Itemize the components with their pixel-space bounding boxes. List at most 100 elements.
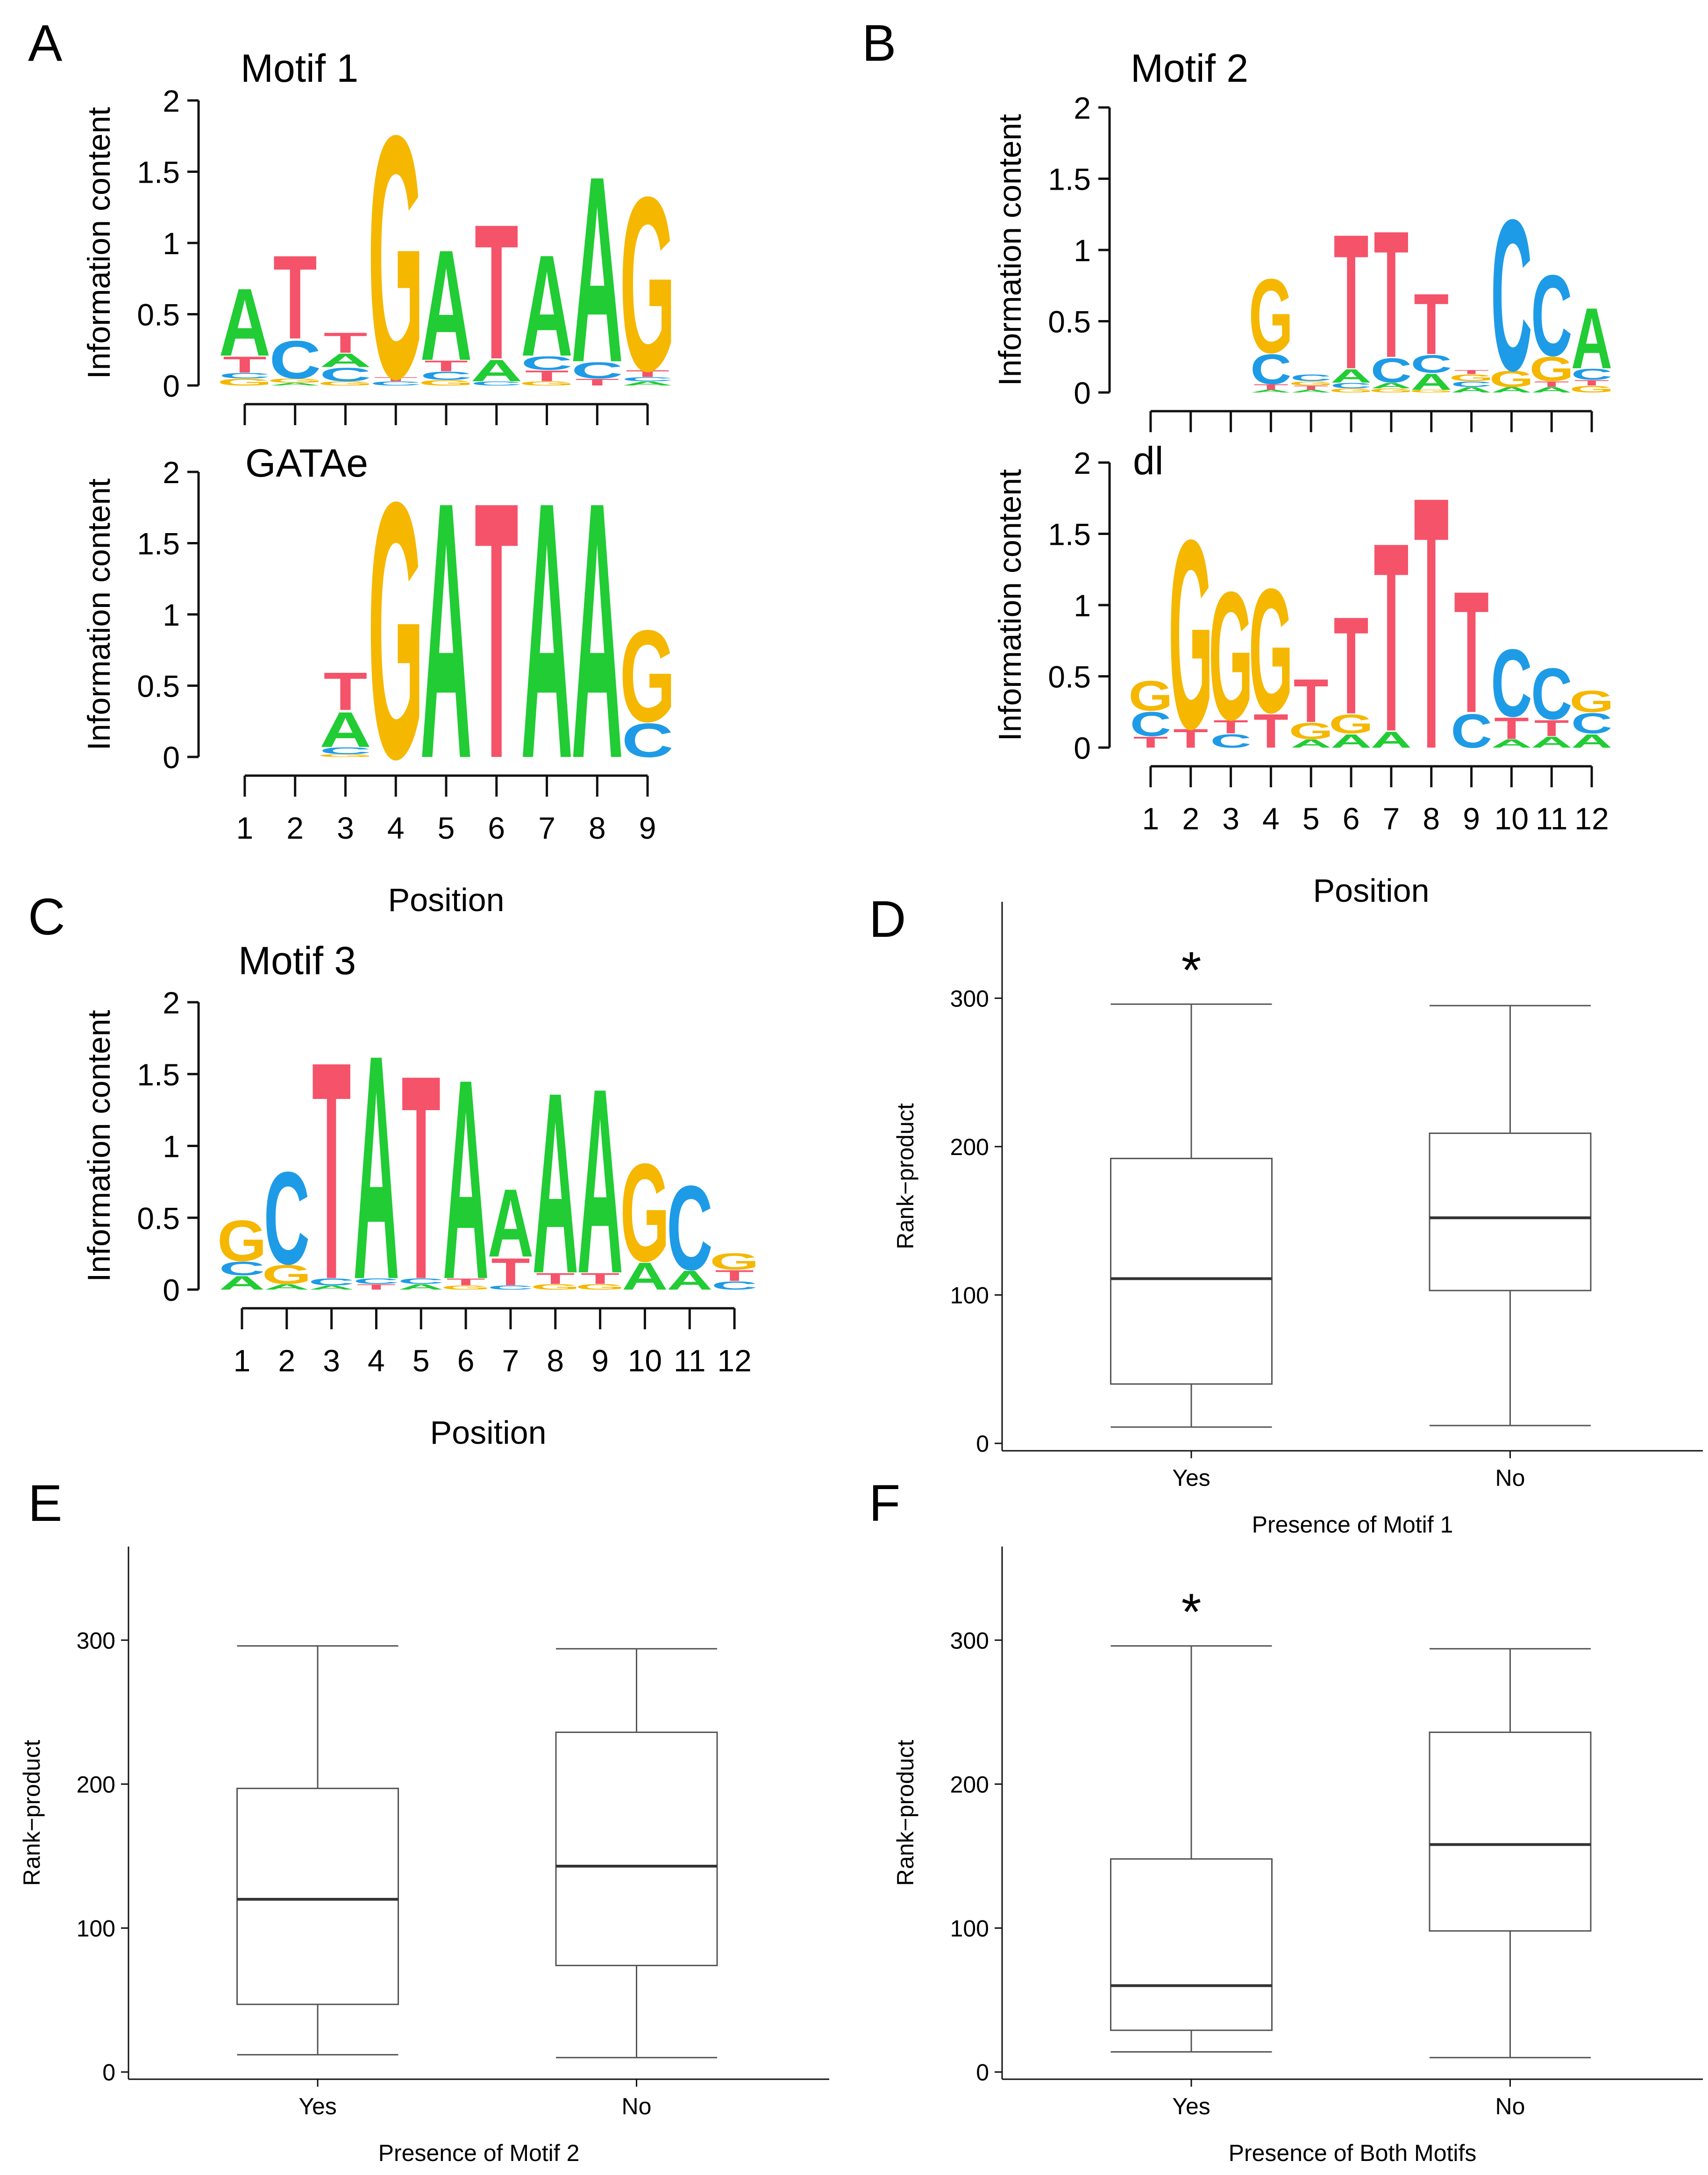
logo-letter-C: C xyxy=(1290,372,1331,383)
logo-letter-G: G xyxy=(519,380,575,387)
logo-letter-T: T xyxy=(1454,555,1489,749)
logo-letter-A-glyph: A xyxy=(1371,727,1412,752)
logo-letter-C: C xyxy=(320,745,371,756)
logo-letter-T: T xyxy=(1294,385,1329,391)
logo-letter-T: T xyxy=(424,357,468,375)
logo-letter-A-glyph: A xyxy=(622,1255,668,1298)
logo-letter-C: C xyxy=(263,1145,310,1292)
logo-letter-A: A xyxy=(1571,291,1612,387)
logo-letter-T-glyph: T xyxy=(525,367,569,385)
logo-letter-C: C xyxy=(1531,653,1572,735)
y-tick-label: 1.5 xyxy=(1048,517,1091,552)
x-tick-label: 1 xyxy=(1142,801,1160,836)
logo-letter-C-glyph: C xyxy=(571,358,623,384)
logo-letter-T-glyph: T xyxy=(581,1270,619,1287)
logo-letter-T: T xyxy=(1494,711,1529,746)
logo-letter-T: T xyxy=(324,661,368,721)
logo-letter-C-glyph: C xyxy=(1290,372,1331,383)
logo-letter-A: A xyxy=(1371,727,1412,752)
y-tick-label: 300 xyxy=(77,1627,115,1654)
logo-letter-C-glyph: C xyxy=(1571,366,1612,383)
logo-letter-T-glyph: T xyxy=(715,1267,754,1284)
logo-letter-C-glyph: C xyxy=(622,713,674,767)
logo-letter-C: C xyxy=(1411,350,1452,378)
logo-letter-C: C xyxy=(1531,251,1572,380)
logo-letter-A-glyph: A xyxy=(420,217,472,394)
logo-letter-C: C xyxy=(398,1277,444,1286)
logo-letter-C-glyph: C xyxy=(1491,629,1532,737)
logo-letter-G: G xyxy=(1409,389,1453,393)
logo-letter-A-glyph: A xyxy=(353,988,399,1346)
logo-letter-C-glyph: C xyxy=(1210,730,1251,752)
logo-letter-C-glyph: C xyxy=(420,370,472,383)
logo-letter-T: T xyxy=(525,367,569,385)
logo-letter-C-glyph: C xyxy=(263,1145,310,1292)
logo-letter-G-glyph: G xyxy=(1209,554,1253,758)
x-tick-label: 7 xyxy=(1383,801,1400,836)
logo-letter-C-glyph: C xyxy=(353,1277,399,1286)
x-tick-label: 1 xyxy=(234,1343,251,1378)
x-tick-label: 7 xyxy=(538,811,555,845)
panel-label: C xyxy=(28,888,65,946)
logo-letter-C-glyph: C xyxy=(712,1279,758,1292)
logo-letter-T-glyph: T xyxy=(491,1250,530,1294)
y-axis-label: Rank−product xyxy=(892,1740,918,1886)
logo-letter-C-glyph: C xyxy=(667,1160,713,1295)
logo-letter-C: C xyxy=(571,358,623,384)
logo-letter-C-glyph: C xyxy=(1331,381,1372,390)
logo-letter-T-glyph: T xyxy=(223,352,267,378)
logo-letter-C: C xyxy=(1491,629,1532,737)
logo-letter-A-glyph: A xyxy=(219,269,270,376)
x-tick-label: 7 xyxy=(502,1343,520,1378)
x-axis-label: Position xyxy=(1313,872,1429,909)
logo-letter-A-glyph: A xyxy=(571,121,623,418)
logo-letter-C-glyph: C xyxy=(521,352,573,374)
logo-letter-A: A xyxy=(1331,365,1372,387)
logo-letter-T: T xyxy=(475,184,519,399)
logo-letter-C: C xyxy=(712,1279,758,1292)
logo-letter-G-glyph: G xyxy=(217,377,272,388)
y-tick-label: 200 xyxy=(950,1134,989,1160)
logo-letter-C: C xyxy=(1331,381,1372,390)
logo-letter-A-glyph: A xyxy=(398,1283,444,1291)
logo-letter-G: G xyxy=(1570,384,1614,394)
x-tick-label: 6 xyxy=(488,811,505,845)
logo-letter-C-glyph: C xyxy=(1130,705,1171,744)
y-tick-label: 0.5 xyxy=(137,669,180,704)
y-tick-label: 0 xyxy=(163,369,180,403)
x-tick-label: No xyxy=(1495,1465,1525,1491)
logo-letter-G: G xyxy=(1369,387,1413,394)
logo-letter-G-glyph: G xyxy=(710,1248,759,1275)
logo-letter-T: T xyxy=(1454,369,1489,375)
logo-letter-C-glyph: C xyxy=(622,376,674,383)
y-tick-label: 0.5 xyxy=(137,298,180,332)
logo-letter-C: C xyxy=(219,1258,265,1279)
y-tick-label: 0.5 xyxy=(1048,660,1091,694)
box-iqr xyxy=(1429,1731,1592,1932)
x-tick-label: 12 xyxy=(717,1343,751,1378)
logo-letter-A: A xyxy=(1250,389,1291,393)
logo-letter-G-glyph: G xyxy=(1570,384,1614,394)
logo-letter-G: G xyxy=(1249,552,1293,750)
logo-letter-T: T xyxy=(1374,487,1409,788)
logo-letter-T: T xyxy=(1534,380,1569,388)
logo-letter-T-glyph: T xyxy=(1374,193,1409,395)
logo-letter-T: T xyxy=(1334,195,1369,410)
logo-letter-A: A xyxy=(1531,385,1572,394)
logo-letter-T: T xyxy=(324,327,368,359)
x-tick-label: 4 xyxy=(387,811,405,845)
logo-letter-A-glyph: A xyxy=(622,380,674,387)
logo-letter-T-glyph: T xyxy=(324,327,368,359)
logo-letter-A: A xyxy=(571,121,623,418)
box-iqr xyxy=(1429,1132,1592,1291)
logo-letter-T: T xyxy=(1133,734,1168,751)
logo-letter-A: A xyxy=(263,1283,310,1291)
logo-letter-C: C xyxy=(622,713,674,767)
logo-letter-A-glyph: A xyxy=(320,349,371,371)
x-tick-label: No xyxy=(622,2093,652,2119)
logo-letter-T: T xyxy=(357,1283,396,1291)
logo-letter-G: G xyxy=(418,378,474,387)
logo-letter-T: T xyxy=(1574,378,1609,387)
